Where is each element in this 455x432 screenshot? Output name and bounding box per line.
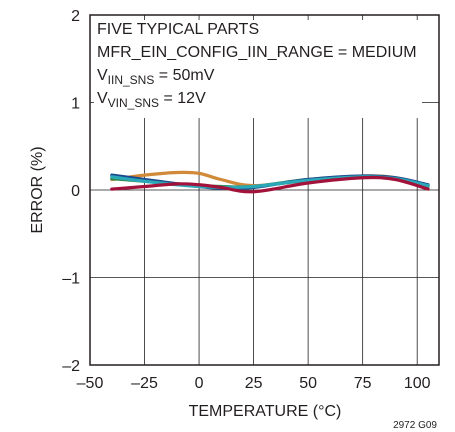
annotation-line-4-main: V [97,90,108,107]
series-line-5 [110,175,430,194]
annotation-line-1: FIVE TYPICAL PARTS [97,21,259,38]
annotation-line-2: MFR_EIN_CONFIG_IIN_RANGE = MEDIUM [97,44,417,61]
annotation-line-3-main: V [97,67,108,84]
x-tick-label: 50 [299,375,317,392]
x-tick-label: 0 [195,375,204,392]
y-tick-label: –2 [62,358,80,375]
x-tick-label: 100 [404,375,431,392]
x-axis-label: TEMPERATURE (°C) [189,403,342,420]
figure-id: 2972 G09 [393,420,437,431]
x-tick-labels: –50 –25 0 25 50 75 100 [77,375,431,392]
y-tick-label: –1 [62,271,80,288]
annotation-line-4: VVIN_SNS = 12V [97,90,206,110]
y-tick-label: 2 [71,8,80,25]
annotation-line-3: VIIN_SNS = 50mV [97,67,215,87]
series-group [110,170,430,194]
x-tick-label: –50 [77,375,104,392]
x-tick-label: 75 [354,375,372,392]
annotation-line-3-rest: = 50mV [154,67,214,84]
y-tick-label: 0 [71,183,80,200]
y-axis-label: ERROR (%) [29,146,46,233]
annotation-background [94,20,422,118]
annotation-line-4-sub: VIN_SNS [108,96,159,110]
y-tick-label: 1 [71,96,80,113]
plot-frame [89,14,440,366]
annotation-line-3-sub: IIN_SNS [108,73,155,87]
y-tick-labels: –2 –1 0 1 2 [62,8,80,375]
x-tick-label: 25 [245,375,263,392]
x-tick-label: –25 [131,375,158,392]
annotation-line-4-rest: = 12V [159,90,206,107]
